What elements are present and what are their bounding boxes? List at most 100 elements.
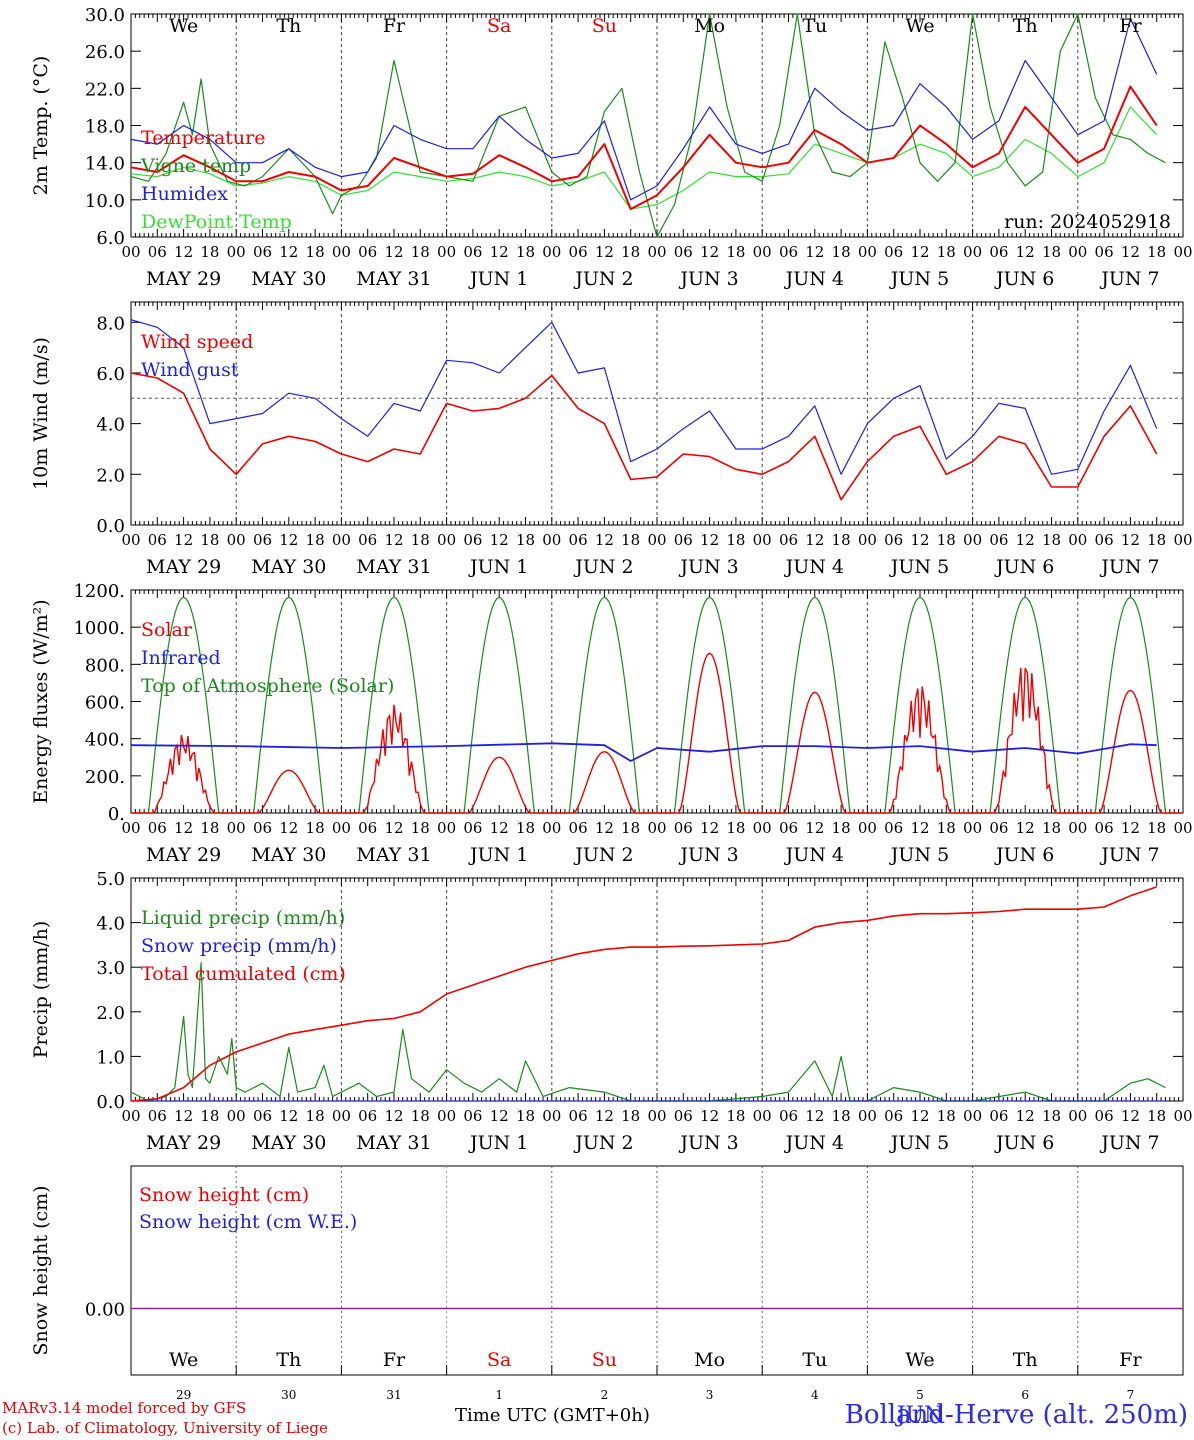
hour-tick-label: 18 xyxy=(621,531,640,549)
date-tick-label: JUN 6 xyxy=(994,1132,1054,1154)
legend-entry: Snow precip (mm/h) xyxy=(141,935,337,957)
hour-tick-label: 12 xyxy=(1121,819,1140,837)
date-tick-label: JUN 4 xyxy=(784,556,844,578)
hour-tick-label: 18 xyxy=(516,243,535,261)
hour-tick-label: 00 xyxy=(121,243,140,261)
y-tick-label: 1.0 xyxy=(96,1047,125,1068)
hour-tick-label: 00 xyxy=(437,819,456,837)
series-dewpoint-temp xyxy=(130,106,1158,210)
hour-tick-label: 12 xyxy=(279,243,298,261)
y-tick-label: 200. xyxy=(85,767,125,788)
date-tick-label: JUN 7 xyxy=(1099,1132,1159,1154)
hour-tick-label: 06 xyxy=(989,243,1008,261)
hour-tick-label: 06 xyxy=(1095,819,1114,837)
hour-tick-label: 00 xyxy=(332,531,351,549)
hour-tick-label: 12 xyxy=(595,531,614,549)
hour-tick-label: 00 xyxy=(753,243,772,261)
hour-tick-label: 00 xyxy=(1068,1107,1087,1125)
date-tick-label: JUN 1 xyxy=(468,1132,528,1154)
series-solar xyxy=(131,652,1183,814)
hour-tick-label: 12 xyxy=(910,819,929,837)
hour-tick-label: 12 xyxy=(490,1107,509,1125)
hour-tick-label: 12 xyxy=(174,1107,193,1125)
hour-tick-label: 12 xyxy=(595,819,614,837)
panel-5: 29 30 31 1 2 3 4 5 6 7 JUN 0.00 Snow height (cm) Snow… xyxy=(30,1165,1184,1428)
hour-tick-label: 00 xyxy=(437,243,456,261)
hour-tick-label: 18 xyxy=(306,819,325,837)
weekday-label: Fr xyxy=(1119,1349,1142,1371)
series-humidex xyxy=(130,18,1158,201)
day-number-label: 1 xyxy=(495,1388,503,1402)
hour-tick-label: 12 xyxy=(805,819,824,837)
panel-2: 00 06 12 18 00 06 12 18 00 06 12 18 00 06 12 18 00 06 12 18… xyxy=(30,301,1193,578)
hour-tick-label: 00 xyxy=(227,531,246,549)
hour-tick-label: 06 xyxy=(148,819,167,837)
date-tick-label: JUN 6 xyxy=(994,556,1054,578)
hour-tick-label: 00 xyxy=(647,819,666,837)
legend-entry: Humidex xyxy=(141,183,228,205)
plot-frame xyxy=(130,301,1184,526)
date-tick-label: JUN 2 xyxy=(573,556,633,578)
y-tick-label: 2.0 xyxy=(96,1003,125,1024)
plot-frame xyxy=(130,589,1184,814)
hour-tick-label: 06 xyxy=(884,243,903,261)
date-tick-label: MAY 30 xyxy=(251,1132,326,1154)
hour-tick-label: 12 xyxy=(700,819,719,837)
hour-tick-label: 18 xyxy=(200,243,219,261)
date-tick-label: JUN 5 xyxy=(889,268,949,290)
hour-tick-label: 00 xyxy=(542,531,561,549)
y-tick-label: 4.0 xyxy=(96,914,125,935)
date-tick-label: MAY 31 xyxy=(356,268,431,290)
hour-tick-label: 00 xyxy=(1068,243,1087,261)
y-tick-label: 4.0 xyxy=(96,415,125,436)
date-tick-label: MAY 29 xyxy=(146,844,221,866)
hour-tick-label: 06 xyxy=(884,1107,903,1125)
hour-tick-label: 18 xyxy=(411,1107,430,1125)
hour-tick-label: 12 xyxy=(595,243,614,261)
hour-tick-label: 00 xyxy=(332,243,351,261)
y-tick-label: 2.0 xyxy=(96,465,125,486)
weekday-label: Sa xyxy=(487,15,511,37)
hour-tick-label: 12 xyxy=(174,819,193,837)
hour-tick-label: 18 xyxy=(411,819,430,837)
hour-tick-label: 00 xyxy=(858,819,877,837)
hour-tick-label: 00 xyxy=(858,243,877,261)
date-tick-label: JUN 6 xyxy=(994,844,1054,866)
hour-tick-label: 12 xyxy=(384,531,403,549)
hour-tick-label: 18 xyxy=(411,243,430,261)
hour-tick-label: 12 xyxy=(805,1107,824,1125)
hour-tick-label: 18 xyxy=(937,243,956,261)
hour-tick-label: 18 xyxy=(937,531,956,549)
hour-tick-label: 12 xyxy=(1016,531,1035,549)
y-tick-label: 30.0 xyxy=(85,5,125,26)
legend-entry: Snow height (cm) xyxy=(139,1184,309,1206)
hour-tick-label: 12 xyxy=(1121,1107,1140,1125)
day-number-label: 3 xyxy=(706,1388,714,1402)
weekday-label: We xyxy=(905,1349,934,1371)
hour-tick-label: 00 xyxy=(963,531,982,549)
hour-tick-label: 18 xyxy=(1042,819,1061,837)
y-tick-label: 26.0 xyxy=(85,42,125,63)
series-temperature xyxy=(130,85,1158,211)
lab-credit: (c) Lab. of Climatology, University of L… xyxy=(2,1419,328,1437)
date-tick-label: JUN 7 xyxy=(1099,556,1159,578)
date-tick-label: JUN 1 xyxy=(468,556,528,578)
date-tick-label: JUN 4 xyxy=(784,1132,844,1154)
day-number-label: 29 xyxy=(176,1388,191,1402)
weekday-label: We xyxy=(905,15,934,37)
hour-tick-label: 06 xyxy=(569,243,588,261)
date-tick-label: MAY 29 xyxy=(146,556,221,578)
hour-tick-label: 06 xyxy=(253,1107,272,1125)
hour-tick-label: 06 xyxy=(358,819,377,837)
hour-tick-label: 06 xyxy=(1095,1107,1114,1125)
hour-tick-label: 12 xyxy=(700,531,719,549)
hour-tick-label: 12 xyxy=(700,243,719,261)
hour-tick-label: 00 xyxy=(1068,819,1087,837)
hour-tick-label: 18 xyxy=(1147,243,1166,261)
hour-tick-label: 06 xyxy=(253,531,272,549)
time-axis-title: Time UTC (GMT+0h) xyxy=(455,1405,650,1426)
weekday-label: Th xyxy=(276,1349,301,1371)
hour-tick-label: 18 xyxy=(1147,531,1166,549)
weekday-label: Su xyxy=(592,15,617,37)
